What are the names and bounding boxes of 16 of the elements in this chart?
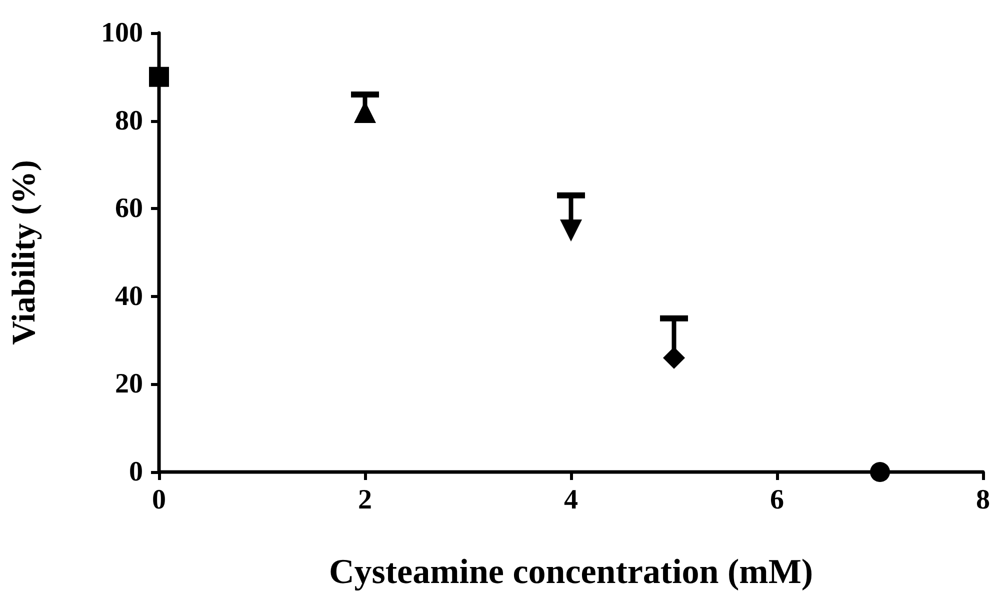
x-tick-label: 6 <box>770 484 784 516</box>
x-tick-label: 8 <box>976 484 990 516</box>
y-axis-title: Viability (%) <box>6 160 42 345</box>
y-tick-label: 40 <box>115 280 143 312</box>
point <box>149 66 169 87</box>
x-tick-label: 2 <box>358 484 372 516</box>
x-tick-label: 0 <box>152 484 166 516</box>
y-tick-label: 100 <box>101 18 143 48</box>
point <box>870 462 890 482</box>
y-tick-label: 80 <box>115 105 143 136</box>
y-tick-label: 60 <box>115 193 143 224</box>
y-tick-label: 20 <box>115 368 143 400</box>
y-tick-label: 0 <box>129 456 143 488</box>
x-axis-title: Cysteamine concentration (mM) <box>328 552 814 591</box>
x-tick-label: 4 <box>564 484 578 516</box>
point <box>560 220 582 242</box>
